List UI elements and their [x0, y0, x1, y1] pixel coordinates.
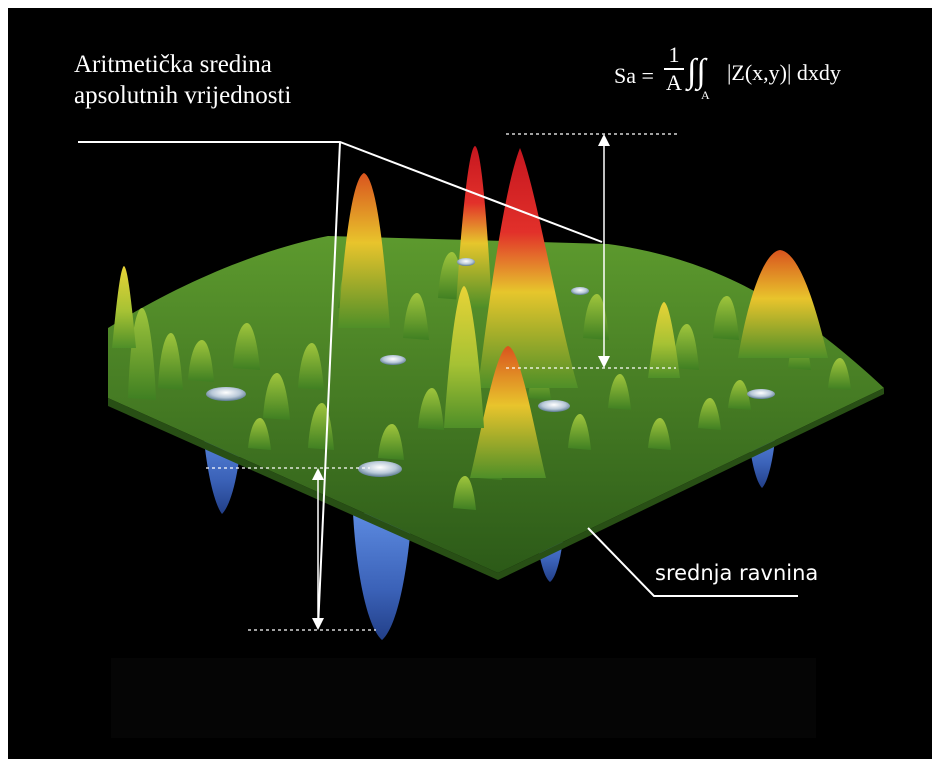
formula-denominator: A [666, 69, 682, 95]
formula-numerator: 1 [668, 42, 680, 67]
sa-pointer-line [78, 141, 603, 629]
peak-right-orange [738, 250, 828, 358]
dimension-arrows [312, 134, 610, 630]
peak-right-yellow [648, 302, 680, 378]
annotation-lines [78, 141, 798, 629]
sa-formula: Sa = 1 A ∫∫ A |Z(x,y)| dxdy [614, 38, 914, 112]
formula-subscript: A [701, 88, 710, 102]
formula-integral: ∫∫ [687, 53, 706, 90]
formula-lhs: Sa = [614, 63, 654, 88]
label-arithmetic-mean-line2: apsolutnih vrijednosti [74, 82, 292, 109]
peak-far-left-spike [112, 266, 136, 348]
formula-fraction: 1 A [664, 43, 684, 95]
peak-thin-left [456, 146, 492, 308]
formula-fraction-bar [664, 68, 684, 70]
formula-integrand: |Z(x,y)| dxdy [727, 60, 841, 85]
figure-frame: Aritmetička sredina apsolutnih vrijednos… [8, 8, 932, 759]
pit-group [206, 258, 775, 477]
label-arithmetic-mean-line1: Aritmetička sredina [74, 51, 272, 78]
dimension-guides [206, 133, 678, 631]
plane-pointer-line [587, 527, 798, 597]
peak-center-front [470, 346, 546, 478]
valley-large [353, 513, 412, 640]
peak-mid-yellow [444, 286, 484, 428]
peak-group [112, 146, 828, 478]
peak-tall-left [338, 173, 390, 328]
surface-topography-illustration [78, 133, 884, 640]
label-mean-plane: srednja ravnina [655, 561, 819, 585]
redaction-bar [111, 658, 816, 738]
peak-main-red [478, 148, 578, 388]
